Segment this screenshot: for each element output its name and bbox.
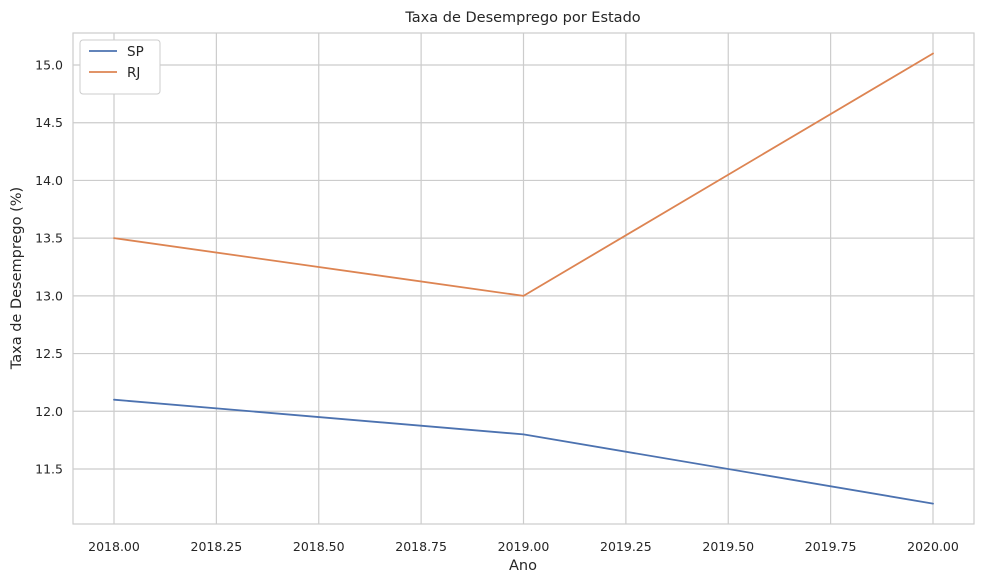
y-axis: 11.5 12.0 12.5 13.0 13.5 14.0 14.5 15.0 [35, 58, 63, 477]
chart-title: Taxa de Desemprego por Estado [404, 10, 640, 26]
legend-frame [79, 39, 161, 95]
y-tick-label: 14.5 [35, 115, 63, 130]
x-tick-label: 2019.25 [600, 539, 652, 554]
y-tick-label: 11.5 [35, 462, 63, 477]
y-tick-label: 12.5 [35, 346, 63, 361]
plot-frame [72, 32, 975, 525]
y-tick-label: 15.0 [35, 58, 63, 73]
y-tick-label: 12.0 [35, 404, 63, 419]
legend-label-sp: SP [127, 44, 144, 60]
y-tick-label: 13.5 [35, 231, 63, 246]
x-tick-label: 2018.50 [293, 539, 345, 554]
series-line-sp [113, 398, 934, 505]
x-axis-title: Ano [509, 558, 537, 574]
x-axis: 2018.00 2018.25 2018.50 2018.75 2019.00 2019.… [88, 539, 959, 554]
grid [73, 33, 974, 524]
legend: SP RJ [79, 39, 161, 95]
x-tick-label: 2018.00 [88, 539, 140, 554]
series-line-rj [113, 52, 934, 297]
y-axis-title: Taxa de Desemprego (%) [9, 187, 25, 370]
x-tick-label: 2018.75 [395, 539, 447, 554]
y-tick-label: 14.0 [35, 173, 63, 188]
x-tick-label: 2019.50 [702, 539, 754, 554]
legend-label-rj: RJ [127, 65, 140, 81]
x-tick-label: 2018.25 [191, 539, 243, 554]
series-layer [113, 52, 934, 505]
x-tick-label: 2019.75 [805, 539, 857, 554]
x-tick-label: 2020.00 [907, 539, 959, 554]
y-tick-label: 13.0 [35, 288, 63, 303]
x-tick-label: 2019.00 [498, 539, 550, 554]
